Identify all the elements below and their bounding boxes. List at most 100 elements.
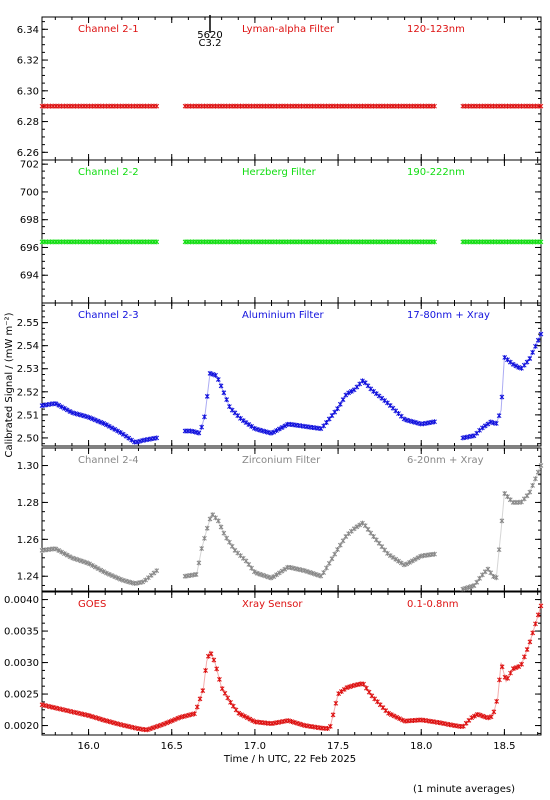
panel-channel-label: Channel 2-2 xyxy=(78,167,139,178)
y-tick-label: 6.34 xyxy=(17,25,39,36)
data-point xyxy=(172,716,178,722)
data-point xyxy=(154,103,160,109)
data-point xyxy=(347,684,353,690)
x-tick-label: 16.5 xyxy=(161,741,183,752)
data-point xyxy=(90,416,95,422)
y-tick-label: 2.54 xyxy=(17,341,39,352)
data-point xyxy=(218,524,224,530)
data-point xyxy=(401,562,407,568)
data-point xyxy=(535,469,541,475)
y-tick-label: 0.0020 xyxy=(4,721,39,732)
data-point xyxy=(472,713,477,719)
data-point xyxy=(386,710,391,716)
data-point xyxy=(196,560,202,566)
data-point xyxy=(112,574,118,580)
data-point xyxy=(109,573,115,579)
footnote: (1 minute averages) xyxy=(413,784,515,795)
data-point xyxy=(247,716,253,722)
data-point xyxy=(87,415,92,421)
data-point xyxy=(129,437,134,443)
data-point xyxy=(215,376,221,382)
data-point xyxy=(510,666,516,672)
data-point xyxy=(533,621,538,627)
data-point xyxy=(225,695,231,701)
data-point xyxy=(538,239,544,245)
data-point xyxy=(161,721,167,727)
data-point xyxy=(412,556,418,562)
data-point xyxy=(154,568,160,574)
data-point xyxy=(53,401,59,407)
data-point xyxy=(243,558,249,564)
data-point xyxy=(200,688,206,694)
data-point xyxy=(244,715,250,721)
data-point xyxy=(213,372,218,378)
data-point xyxy=(396,558,401,564)
data-point xyxy=(276,570,282,576)
data-point xyxy=(271,429,277,435)
y-tick-label: 700 xyxy=(20,187,39,198)
data-point xyxy=(169,718,175,724)
data-point xyxy=(527,489,533,495)
data-point xyxy=(491,574,496,580)
data-point xyxy=(491,709,497,715)
data-point xyxy=(390,554,396,560)
data-point xyxy=(391,713,397,719)
data-point xyxy=(335,406,340,412)
data-point xyxy=(84,414,90,420)
data-point xyxy=(53,546,59,552)
x-tick-label: 17.5 xyxy=(327,741,349,752)
data-point xyxy=(340,397,346,403)
y-tick-label: 696 xyxy=(20,243,39,254)
panel-channel-label: Channel 2-4 xyxy=(78,455,139,466)
y-tick-label: 698 xyxy=(20,215,39,226)
data-point xyxy=(154,239,160,245)
data-point xyxy=(62,405,67,411)
panel-filter-label: Lyman-alpha Filter xyxy=(242,24,335,35)
data-point xyxy=(192,711,197,717)
data-point xyxy=(318,573,324,579)
data-point xyxy=(64,407,70,413)
data-point xyxy=(522,654,527,660)
data-point xyxy=(466,584,471,590)
data-point xyxy=(310,570,315,576)
data-point xyxy=(341,686,347,692)
data-point xyxy=(208,651,214,657)
data-point xyxy=(215,518,221,524)
data-point xyxy=(508,670,513,676)
data-point xyxy=(279,568,285,574)
data-point xyxy=(95,715,100,721)
data-point xyxy=(538,463,544,469)
data-point xyxy=(502,674,508,680)
y-axis-title: Calibrated Signal / (mW m⁻²) xyxy=(4,312,15,457)
panel-filter-label: Xray Sensor xyxy=(242,599,303,610)
y-tick-label: 2.52 xyxy=(17,387,39,398)
data-point xyxy=(330,712,336,718)
data-point xyxy=(92,564,98,570)
data-point xyxy=(207,516,213,522)
data-point xyxy=(118,430,123,436)
data-point xyxy=(218,383,224,389)
data-point xyxy=(194,704,200,710)
data-point xyxy=(527,355,533,361)
data-point xyxy=(98,567,104,573)
data-point xyxy=(239,712,244,718)
data-point xyxy=(196,430,202,436)
panel-channel-label: GOES xyxy=(78,599,106,610)
data-point xyxy=(87,561,92,567)
data-point xyxy=(524,647,530,653)
data-point xyxy=(496,547,502,553)
data-point xyxy=(193,571,199,577)
data-point xyxy=(289,719,294,725)
data-point xyxy=(398,560,404,566)
data-point xyxy=(513,665,519,671)
data-point xyxy=(240,418,246,424)
data-point xyxy=(112,426,118,432)
data-point xyxy=(432,239,437,245)
data-point xyxy=(394,714,400,720)
y-tick-label: 2.53 xyxy=(17,364,39,375)
data-point xyxy=(516,364,522,370)
data-point xyxy=(432,551,437,557)
data-point xyxy=(217,676,222,682)
data-point xyxy=(86,713,92,719)
x-tick-label: 17.0 xyxy=(244,741,266,752)
